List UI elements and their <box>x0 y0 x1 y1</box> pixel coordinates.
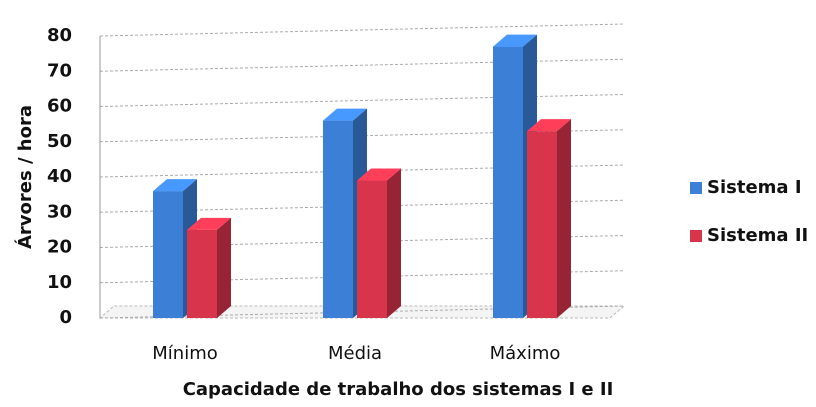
bar-top <box>493 34 537 47</box>
bar <box>493 34 537 318</box>
bar-top <box>323 108 367 121</box>
bar-front <box>493 46 523 318</box>
grid-line <box>99 58 625 72</box>
bar-front <box>187 229 217 318</box>
y-tick-label: 40 <box>47 166 72 187</box>
legend-label: Sistema I <box>707 177 802 198</box>
grid-line <box>99 94 625 107</box>
x-tick-label: Média <box>328 343 382 364</box>
legend-swatch <box>690 230 702 242</box>
y-tick-label: 70 <box>47 60 72 81</box>
y-tick-label: 10 <box>47 272 72 293</box>
legend-swatch <box>690 182 702 194</box>
bar <box>527 119 571 318</box>
bar <box>187 217 231 318</box>
x-axis-title: Capacidade de trabalho dos sistemas I e … <box>183 379 614 400</box>
bar-side <box>387 168 401 318</box>
bar-top <box>527 119 571 132</box>
y-tick-label: 20 <box>47 237 72 258</box>
bar-front <box>357 180 387 318</box>
bar-top <box>357 168 401 181</box>
bar-side <box>557 119 571 318</box>
y-tick-label: 60 <box>47 96 72 117</box>
x-tick-label: Mínimo <box>152 343 218 364</box>
legend-label: Sistema II <box>707 225 808 246</box>
bar-top <box>153 179 197 192</box>
y-tick-label: 80 <box>47 25 72 46</box>
y-axis-title: Árvores / hora <box>14 105 36 249</box>
bar-front <box>323 120 353 318</box>
y-tick-label: 0 <box>59 307 72 328</box>
bar-side <box>217 217 231 318</box>
bar-top <box>187 217 231 230</box>
bar-front <box>527 131 557 318</box>
y-tick-label: 50 <box>47 131 72 152</box>
bar <box>357 168 401 318</box>
y-tick-label: 30 <box>47 201 72 222</box>
grid-line <box>99 23 625 37</box>
bar-front <box>153 191 183 318</box>
x-tick-label: Máximo <box>490 343 561 364</box>
